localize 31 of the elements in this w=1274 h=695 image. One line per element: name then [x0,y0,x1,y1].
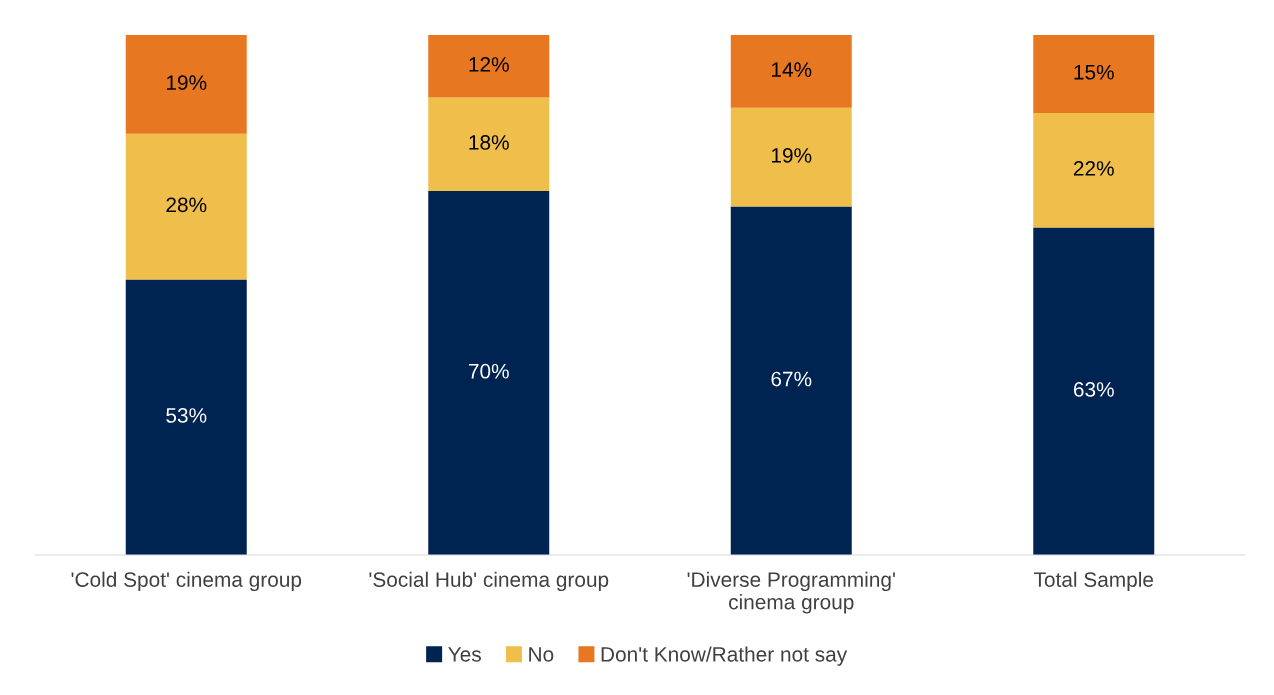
x-tick-label: 'Diverse Programming' cinema group [687,571,895,614]
data-label: 19% [166,75,207,90]
bar [1033,227,1155,555]
data-label: 67% [771,371,812,387]
data-label: 12% [469,57,509,72]
bar [428,191,550,555]
data-label: 15% [1074,64,1114,80]
x-tick-label: Total Sample [1034,571,1154,592]
bar [730,35,852,108]
data-label: 18% [469,135,509,150]
legend-label: Yes [448,647,481,662]
bar [1033,113,1155,228]
bar [125,133,247,280]
data-label: 53% [166,408,207,423]
bar [730,107,852,207]
legend-label: No [529,647,554,662]
data-label: 19% [771,148,812,163]
data-label: 70% [468,363,509,379]
bar [428,35,550,98]
bar [428,97,550,191]
bar [125,35,247,134]
bar [125,279,247,555]
data-label: 28% [166,197,207,213]
data-label: 14% [771,62,812,77]
data-label: 63% [1073,382,1114,397]
data-label: 22% [1073,161,1114,176]
bar [1033,35,1155,113]
legend-label: Don't Know/Rather not say [601,646,848,666]
bar [730,206,852,555]
x-tick-label: 'Cold Spot' cinema group [71,571,302,592]
x-tick-label: 'Social Hub' cinema group [369,571,609,592]
